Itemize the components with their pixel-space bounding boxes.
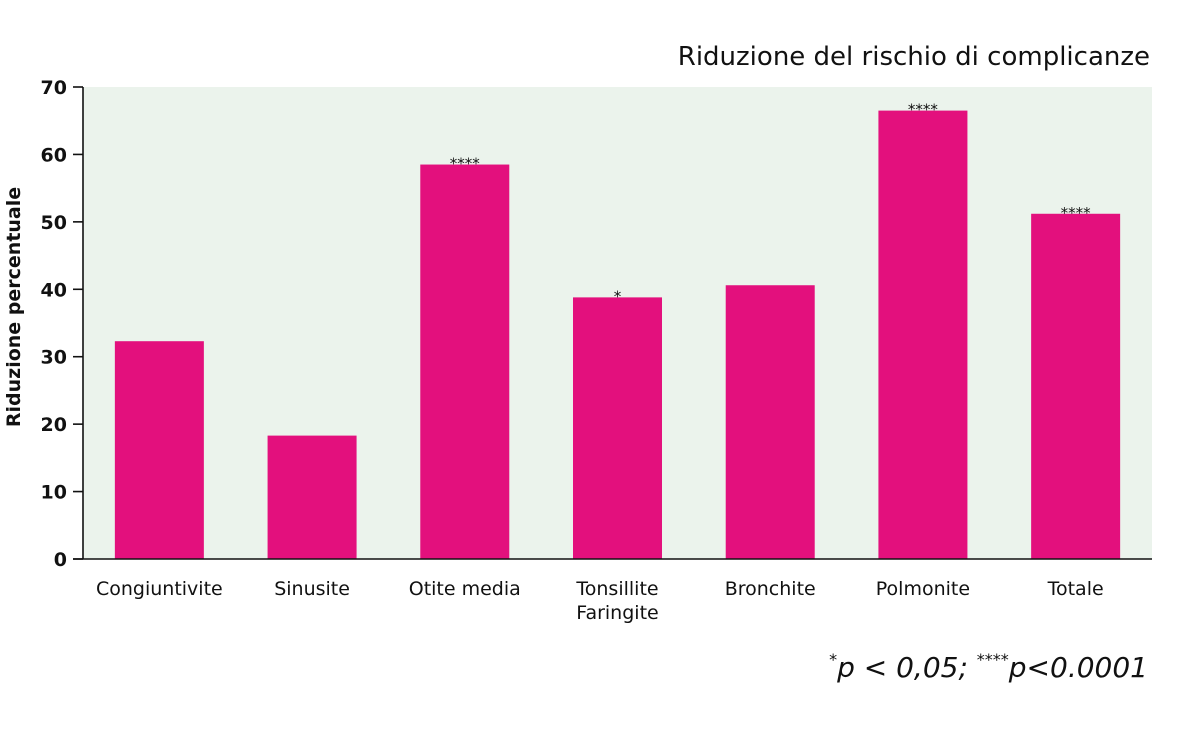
bar	[420, 164, 510, 560]
bar-significance-label: ****	[1061, 204, 1092, 222]
x-tick-labels: Congiuntivite Sinusite Otite media Tonsilli…	[96, 578, 1104, 624]
bar-significance-label: *	[614, 287, 622, 305]
bar-significance-label: ****	[908, 101, 939, 119]
x-tick-label: Bronchite	[725, 578, 816, 600]
bar-significance-label: ****	[450, 155, 481, 173]
x-tick-label: Congiuntivite	[96, 578, 223, 600]
y-tick-label: 30	[41, 347, 67, 369]
y-tick-label: 50	[41, 212, 67, 234]
bar	[725, 285, 815, 559]
x-tick-label: Otite media	[409, 578, 521, 600]
y-tick-label: 10	[41, 482, 67, 504]
y-tick-label: 70	[41, 77, 67, 99]
y-tick-label: 20	[41, 414, 67, 436]
y-tick-label: 60	[41, 144, 67, 166]
bar	[1031, 213, 1121, 559]
bar	[267, 435, 357, 559]
footnote-text-1: p < 0,05;	[836, 651, 977, 684]
bar	[114, 341, 204, 559]
y-tick-labels: 0 10 20 30 40 50 60 70	[41, 77, 67, 571]
x-tick-label: Totale	[1047, 578, 1104, 600]
x-tick-label: Polmonite	[876, 578, 970, 600]
footnote-mark-2: ****	[977, 650, 1009, 669]
footnote-text-2: p<0.0001	[1008, 651, 1148, 684]
y-tick-label: 0	[54, 549, 67, 571]
significance-annotations: *************	[450, 101, 1091, 306]
y-axis-label: Riduzione percentuale	[3, 187, 25, 427]
x-tick-label: Sinusite	[274, 578, 350, 600]
bar	[573, 297, 662, 559]
axes	[73, 86, 1152, 560]
bars	[114, 110, 1121, 560]
chart-title: Riduzione del rischio di complicanze	[678, 42, 1150, 72]
footnote-mark-1: *	[829, 650, 837, 669]
x-tick-label: Tonsillite Faringite	[575, 578, 658, 624]
bar	[878, 110, 968, 559]
y-tick-label: 40	[41, 279, 67, 301]
footnote: *p < 0,05; ****p<0.0001	[829, 650, 1148, 684]
